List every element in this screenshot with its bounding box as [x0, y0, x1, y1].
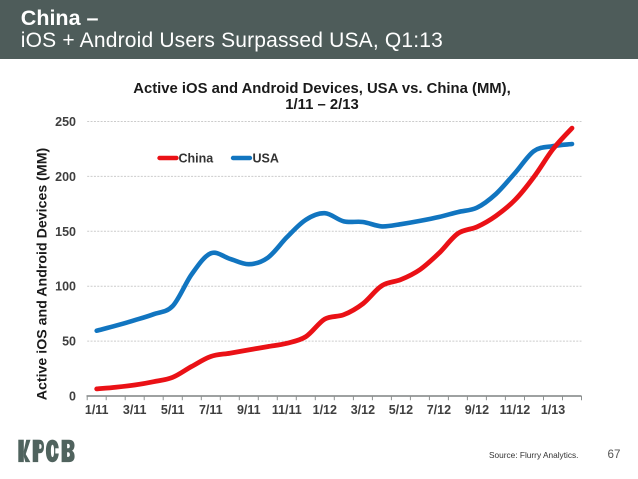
svg-text:50: 50: [62, 335, 76, 349]
svg-text:200: 200: [55, 170, 76, 184]
svg-text:100: 100: [55, 280, 76, 294]
svg-text:3/11: 3/11: [123, 403, 147, 417]
svg-text:9/12: 9/12: [465, 403, 489, 417]
svg-text:11/12: 11/12: [500, 403, 531, 417]
svg-text:11/11: 11/11: [272, 403, 302, 417]
svg-text:Active iOS and Android Devices: Active iOS and Android Devices (MM): [35, 147, 51, 400]
svg-text:7/11: 7/11: [199, 403, 223, 417]
svg-text:5/12: 5/12: [389, 403, 413, 417]
svg-text:150: 150: [55, 225, 76, 239]
svg-text:0: 0: [69, 390, 76, 404]
svg-text:5/11: 5/11: [161, 403, 185, 417]
svg-text:7/12: 7/12: [427, 403, 451, 417]
svg-text:3/12: 3/12: [351, 403, 375, 417]
svg-text:China: China: [179, 152, 215, 166]
svg-text:USA: USA: [253, 152, 279, 166]
svg-text:1/13: 1/13: [541, 403, 565, 417]
svg-text:1/11: 1/11: [85, 403, 109, 417]
svg-text:9/11: 9/11: [237, 403, 261, 417]
svg-text:250: 250: [55, 115, 76, 129]
svg-text:1/12: 1/12: [313, 403, 337, 417]
